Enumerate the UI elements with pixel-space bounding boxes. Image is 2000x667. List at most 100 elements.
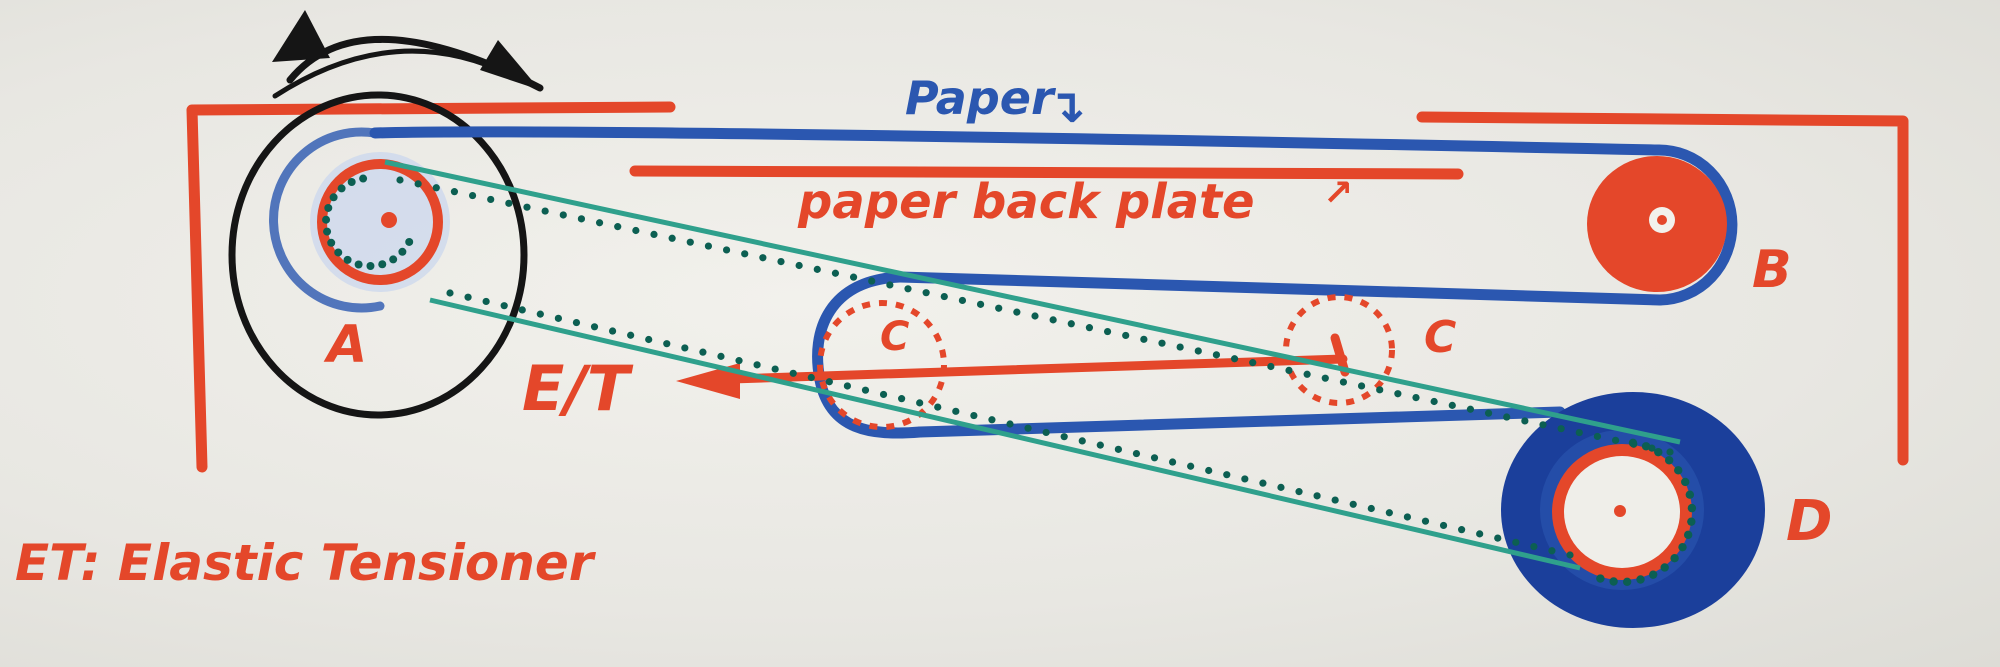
chain-link	[432, 184, 440, 192]
arrow-icon-plate: ↗	[1323, 173, 1353, 214]
paper-label: Paper	[905, 71, 1057, 125]
chain-link	[898, 395, 906, 403]
chain-link	[1060, 433, 1068, 441]
chain-link	[1609, 577, 1618, 586]
roller-d-label: D	[1786, 489, 1832, 554]
chain-link	[1241, 475, 1249, 483]
chain-link	[450, 188, 459, 196]
chain-link	[324, 203, 333, 212]
chain-link	[916, 399, 924, 407]
chain-link	[1187, 462, 1195, 470]
chain-link	[831, 269, 840, 277]
paper-wrap-a	[269, 127, 385, 313]
paper-back-plate	[629, 165, 1464, 180]
chain-link	[970, 411, 978, 420]
roller-b	[1587, 156, 1727, 292]
chain-link	[1678, 542, 1687, 552]
frame-left	[186, 101, 676, 473]
chain-link	[681, 344, 689, 352]
chain-link	[1085, 324, 1094, 332]
chain-link	[559, 211, 567, 219]
paper-top-run	[369, 126, 1664, 156]
chain-link	[1349, 500, 1357, 508]
chain-link	[1575, 428, 1583, 437]
chain-link	[1660, 563, 1669, 572]
chain-link	[595, 219, 604, 227]
chain-link	[1539, 421, 1547, 429]
chain-link	[1267, 362, 1275, 371]
chain-link	[741, 250, 749, 258]
chain-link	[1466, 405, 1475, 413]
chain-link	[632, 226, 640, 235]
frame	[186, 101, 1909, 473]
chain-link	[1295, 488, 1303, 496]
chain-link	[1484, 409, 1493, 417]
chain-link	[1681, 477, 1690, 487]
chain-link	[464, 293, 472, 301]
chain-link	[849, 273, 858, 281]
chain-link	[1521, 417, 1529, 425]
chain-link	[1114, 445, 1122, 453]
chain-link	[1666, 448, 1674, 456]
chain-link	[807, 373, 815, 382]
chain-link	[813, 265, 821, 273]
chain-link	[771, 365, 779, 373]
chain-link	[789, 369, 797, 377]
chain-link	[1448, 401, 1456, 409]
chain-link	[699, 348, 707, 356]
chain-link	[343, 255, 352, 264]
paper-return-run	[894, 271, 1666, 306]
chain-link	[1176, 343, 1184, 351]
chain-link	[1628, 438, 1638, 448]
back-plate-label: paper back plate	[797, 174, 1255, 230]
chain-link	[323, 227, 332, 236]
chain-link	[1685, 490, 1695, 499]
chain-link	[825, 378, 833, 386]
chain-link	[952, 407, 960, 415]
chain-link	[482, 297, 490, 306]
roller-a-label: A	[323, 315, 367, 375]
chain-link	[322, 215, 331, 224]
legend-label: ET: Elastic Tensioner	[15, 534, 597, 592]
chain-link	[378, 260, 387, 269]
chain-link	[843, 382, 852, 390]
chain-link	[1430, 397, 1438, 406]
chain-link	[398, 247, 407, 256]
chain-link	[1530, 542, 1538, 551]
chain-link	[759, 254, 767, 262]
chain-link	[590, 323, 599, 331]
chain-link	[1339, 378, 1348, 386]
chain-link	[1132, 449, 1141, 458]
chain-link	[1042, 428, 1050, 437]
chain-link	[1285, 366, 1293, 374]
chain-link	[614, 223, 622, 231]
chain-link	[1649, 570, 1658, 579]
chain-link	[577, 215, 586, 223]
chain-link	[1622, 577, 1632, 587]
chain-link	[1313, 492, 1321, 500]
elastic-tensioner-link	[695, 333, 1350, 385]
chain-link	[1439, 521, 1448, 530]
chain-link	[645, 335, 653, 344]
chain-link	[1230, 355, 1239, 363]
chain-link	[1357, 382, 1366, 390]
chain-link	[554, 314, 562, 322]
chain-link	[541, 207, 549, 215]
roller-c-right-label: C	[1424, 312, 1456, 363]
chain-link	[1212, 351, 1221, 359]
chain-link	[861, 386, 870, 394]
chain-link	[1494, 534, 1502, 542]
chain-link	[505, 199, 513, 207]
chain-links	[322, 174, 1697, 587]
chain-link	[717, 352, 725, 360]
chain-link	[1205, 466, 1213, 475]
chain-link	[536, 310, 544, 318]
chain-link	[1331, 496, 1339, 504]
chain-link	[354, 260, 363, 269]
chain-link	[405, 237, 414, 246]
chain-link	[1664, 456, 1674, 465]
roller-c-right	[1283, 294, 1395, 406]
chain-link	[1103, 327, 1112, 336]
chain-link	[1421, 517, 1430, 525]
chain-link	[523, 203, 531, 211]
